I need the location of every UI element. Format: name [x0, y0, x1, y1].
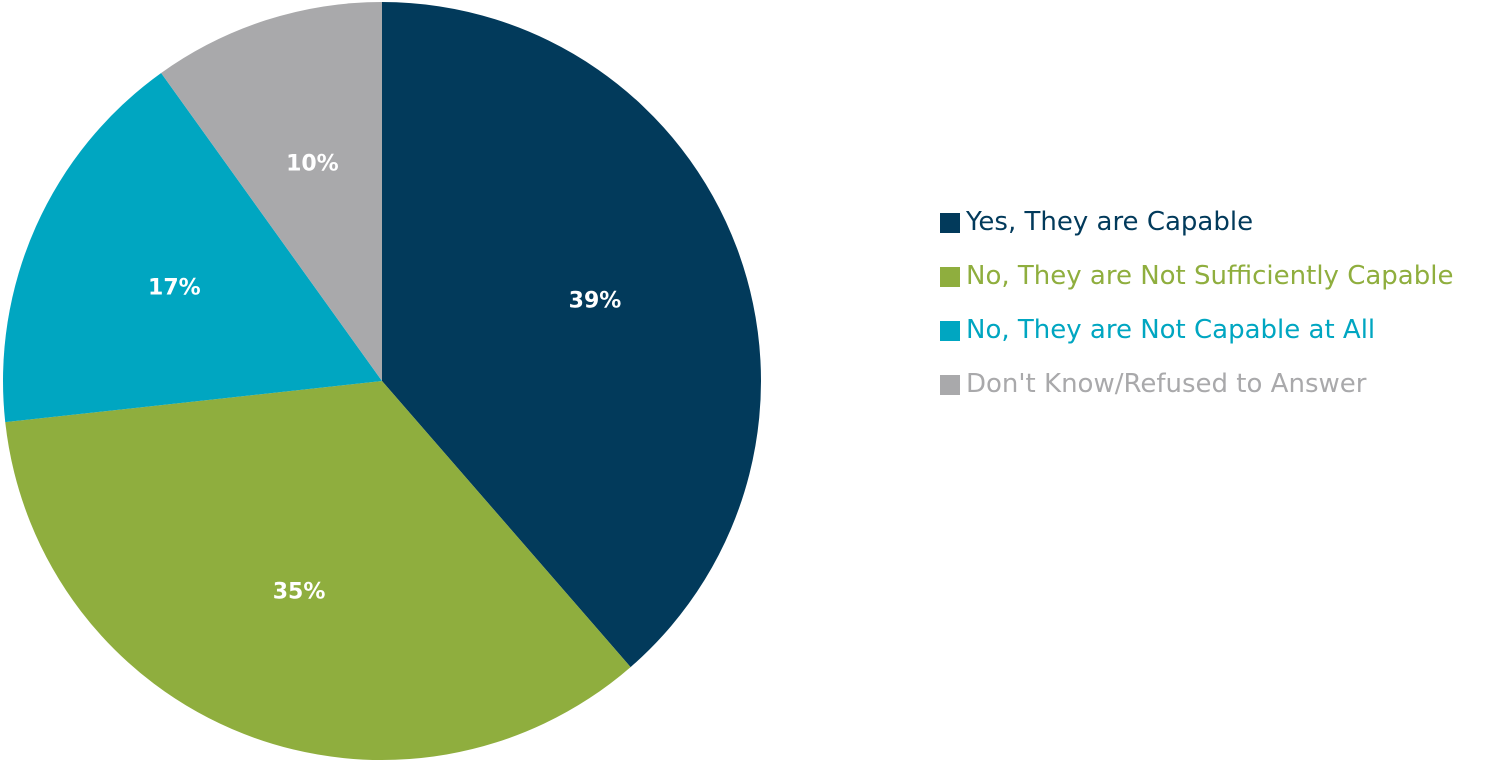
pie-plot-area: 39% 35% 17% 10%	[3, 2, 761, 760]
slice-data-label: 35%	[273, 580, 326, 605]
legend: Yes, They are Capable No, They are Not S…	[940, 205, 1501, 421]
legend-item-yes-capable: Yes, They are Capable	[940, 205, 1501, 239]
pie-slice	[5, 381, 631, 760]
legend-swatch	[940, 321, 960, 341]
legend-swatch	[940, 267, 960, 287]
legend-swatch	[940, 213, 960, 233]
legend-swatch	[940, 375, 960, 395]
pie-slice	[161, 2, 382, 381]
legend-label: Don't Know/Refused to Answer	[966, 369, 1367, 399]
pie-slice	[3, 73, 383, 423]
legend-label: No, They are Not Capable at All	[966, 315, 1376, 345]
legend-label: No, They are Not Sufficiently Capable	[966, 261, 1454, 291]
slice-data-label: 39%	[569, 288, 622, 313]
legend-item-not-capable-at-all: No, They are Not Capable at All	[940, 313, 1501, 347]
slice-data-label: 17%	[148, 275, 201, 300]
slice-data-label: 10%	[286, 152, 339, 177]
legend-item-dont-know: Don't Know/Refused to Answer	[940, 367, 1501, 401]
legend-label: Yes, They are Capable	[966, 207, 1254, 237]
pie-slice	[382, 2, 761, 668]
legend-item-not-sufficiently-capable: No, They are Not Sufficiently Capable	[940, 259, 1501, 293]
